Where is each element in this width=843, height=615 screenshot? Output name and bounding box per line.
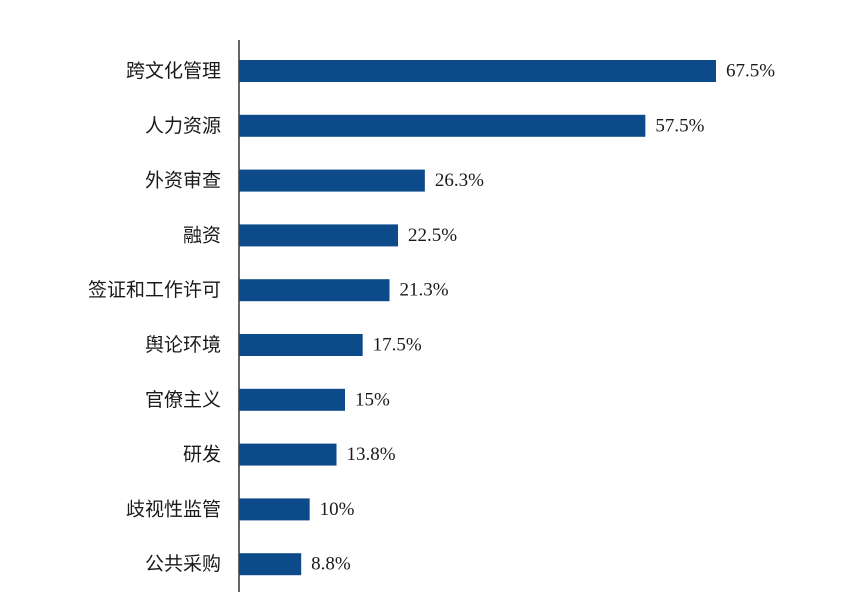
category-label: 舆论环境 [145, 334, 221, 356]
value-label: 22.5% [408, 225, 457, 246]
category-label: 跨文化管理 [126, 60, 221, 82]
bar [239, 334, 363, 356]
value-label: 17.5% [373, 335, 422, 356]
bar [239, 279, 390, 302]
bar [239, 224, 398, 247]
value-label: 57.5% [655, 115, 704, 136]
category-label: 官僚主义 [145, 389, 221, 411]
category-label: 外资审查 [145, 170, 221, 192]
bar [239, 498, 310, 521]
category-label: 人力资源 [145, 115, 221, 137]
category-label: 公共采购 [145, 553, 221, 575]
bar [239, 114, 646, 137]
value-label: 67.5% [726, 61, 775, 82]
value-label: 8.8% [311, 554, 351, 575]
value-label: 21.3% [400, 280, 449, 301]
value-label: 10% [320, 499, 355, 520]
value-label: 15% [355, 389, 390, 410]
category-label: 融资 [183, 224, 221, 246]
value-label: 26.3% [435, 170, 484, 191]
category-label: 研发 [183, 444, 221, 466]
bar [239, 60, 716, 82]
category-label: 歧视性监管 [126, 498, 221, 520]
bar [239, 443, 337, 466]
category-label: 签证和工作许可 [88, 279, 221, 301]
bar [239, 169, 425, 192]
value-label: 13.8% [347, 444, 396, 465]
bar [239, 388, 345, 411]
bar [239, 553, 302, 576]
